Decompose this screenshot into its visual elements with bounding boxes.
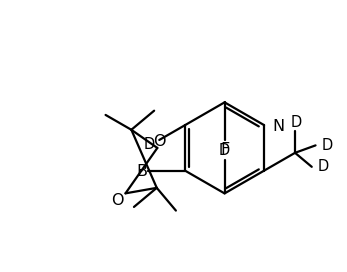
Text: D: D	[219, 143, 230, 158]
Text: F: F	[220, 142, 229, 157]
Text: O: O	[153, 134, 166, 149]
Text: D: D	[322, 138, 333, 153]
Text: D: D	[290, 115, 302, 130]
Text: B: B	[136, 164, 147, 179]
Text: N: N	[272, 119, 284, 134]
Text: D: D	[318, 159, 329, 174]
Text: D: D	[144, 137, 155, 152]
Text: O: O	[111, 193, 124, 208]
